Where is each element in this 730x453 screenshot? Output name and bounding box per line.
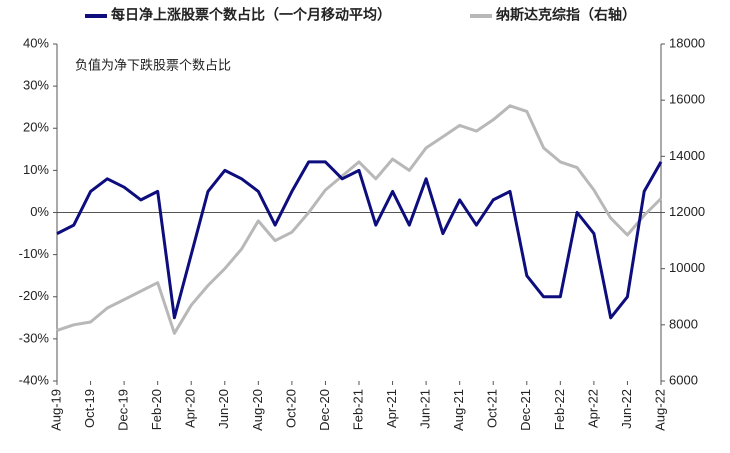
y-tick-label: -40% [19, 372, 50, 387]
y2-tick-label: 8000 [669, 316, 698, 331]
legend-label: 每日净上涨股票个数占比（一个月移动平均） [111, 7, 391, 23]
x-tick-label: Apr-22 [585, 389, 600, 428]
x-tick-label: Feb-21 [350, 389, 365, 430]
x-tick-label: Apr-21 [384, 389, 399, 428]
y-tick-label: -20% [19, 288, 50, 303]
x-tick-label: Jun-22 [619, 389, 634, 429]
y2-tick-label: 14000 [669, 148, 705, 163]
x-tick-label: Jun-21 [418, 389, 433, 429]
x-tick-label: Feb-20 [149, 389, 164, 430]
y2-tick-label: 12000 [669, 204, 705, 219]
y-tick-label: 20% [23, 120, 49, 135]
y-tick-label: 10% [23, 162, 49, 177]
y-tick-label: 40% [23, 35, 49, 50]
legend-label: 纳斯达克综指（右轴） [496, 7, 636, 23]
x-tick-label: Dec-20 [317, 389, 332, 431]
x-tick-label: Oct-21 [485, 389, 500, 428]
y-tick-label: -10% [19, 246, 50, 261]
x-tick-label: Jun-20 [216, 389, 231, 429]
x-tick-label: Aug-19 [48, 389, 63, 431]
y2-tick-label: 10000 [669, 260, 705, 275]
y-tick-label: 0% [30, 204, 49, 219]
series-line [56, 104, 663, 335]
x-tick-label: Oct-20 [283, 389, 298, 428]
y2-tick-label: 16000 [669, 92, 705, 107]
x-tick-label: Apr-20 [183, 389, 198, 428]
x-tick-label: Dec-21 [518, 389, 533, 431]
y-tick-label: -30% [19, 330, 50, 345]
y2-tick-label: 6000 [669, 372, 698, 387]
x-tick-label: Dec-19 [116, 389, 131, 431]
x-tick-label: Aug-21 [451, 389, 466, 431]
x-tick-label: Aug-20 [250, 389, 265, 431]
x-tick-label: Oct-19 [82, 389, 97, 428]
x-tick-label: Aug-22 [652, 389, 667, 431]
series-line [56, 160, 663, 320]
x-tick-label: Feb-22 [552, 389, 567, 430]
annotation: 负值为净下跌股票个数占比 [75, 57, 231, 72]
y-tick-label: 30% [23, 78, 49, 93]
y2-tick-label: 18000 [669, 35, 705, 50]
